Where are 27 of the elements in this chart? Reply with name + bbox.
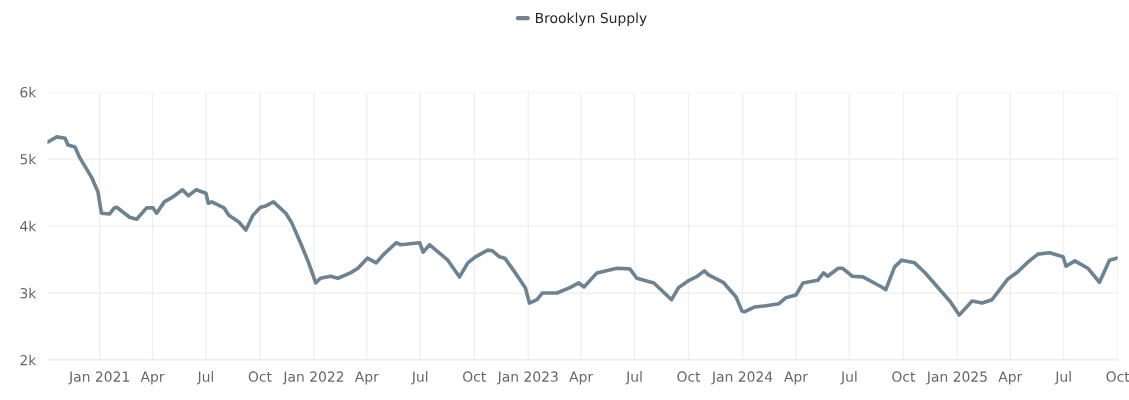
y-tick-label: 4k	[20, 220, 37, 232]
x-tick-label: Jan 2021	[68, 371, 129, 385]
x-tick-label: Jan 2024	[711, 371, 773, 385]
x-tick-label: Jul	[840, 371, 857, 385]
x-tick-label: Jan 2022	[282, 371, 344, 385]
x-tick-label: Jul	[1054, 371, 1071, 385]
x-tick-label: Jul	[625, 371, 642, 385]
y-tick-label: 6k	[20, 86, 37, 98]
x-tick-label: Oct	[463, 371, 486, 382]
x-tick-label: Oct	[1106, 371, 1129, 382]
x-tick-label: Apr	[998, 371, 1023, 385]
x-tick-label: Jan 2025	[926, 371, 987, 385]
x-tick-label: Jan 2023	[496, 371, 558, 385]
y-tick-label: 2k	[20, 354, 37, 366]
x-tick-label: Jul	[196, 371, 214, 385]
x-tick-label: Apr	[784, 371, 808, 385]
x-tick-label: Apr	[140, 371, 165, 385]
x-tick-label: Apr	[354, 371, 379, 385]
x-tick-label: Oct	[677, 371, 701, 382]
line-series	[47, 135, 1118, 317]
x-tick-label: Oct	[892, 371, 916, 382]
y-tick-label: 5k	[20, 153, 37, 165]
legend-label: Brooklyn Supply	[535, 12, 647, 26]
x-tick-label: Oct	[248, 371, 272, 382]
x-tick-label: Jul	[411, 371, 428, 385]
y-tick-label: 3k	[20, 287, 37, 299]
x-tick-label: Apr	[569, 371, 594, 385]
